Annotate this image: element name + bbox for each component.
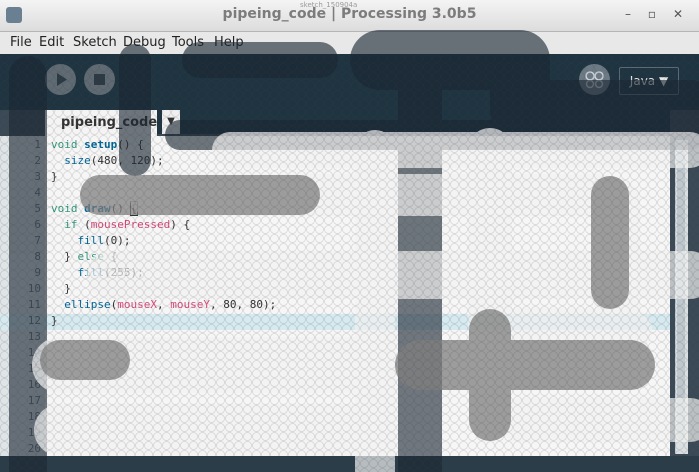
- line-number: 1: [34, 138, 41, 151]
- processing-app-icon: [6, 7, 22, 23]
- line-number: 18: [27, 410, 41, 423]
- code-line-8: } else {: [51, 250, 118, 263]
- code-line-11: ellipse(mouseX, mouseY, 80, 80);: [64, 298, 277, 311]
- line-number: 13: [27, 330, 41, 343]
- current-line-highlight: [0, 314, 670, 330]
- line-number: 15: [27, 362, 41, 375]
- code-editor[interactable]: [45, 136, 670, 456]
- menu-file[interactable]: File: [10, 35, 32, 50]
- title-bar: pipeing_code | Processing 3.0b5 sketch_1…: [0, 0, 699, 32]
- code-line-5: void draw() {: [51, 201, 139, 216]
- line-number: 19: [27, 426, 41, 439]
- line-number: 20: [27, 442, 41, 455]
- maximize-button[interactable]: ▫: [647, 7, 657, 21]
- code-line-1: void setup() {: [51, 138, 144, 151]
- tab-menu-button[interactable]: ▼: [162, 110, 180, 134]
- line-number: 8: [34, 250, 41, 263]
- line-number: 4: [34, 186, 41, 199]
- line-number: 11: [27, 298, 41, 311]
- line-number: 7: [34, 234, 41, 247]
- menu-help[interactable]: Help: [214, 35, 244, 50]
- code-line-9: fill(255);: [77, 266, 144, 279]
- play-icon: [57, 73, 67, 86]
- debugger-button[interactable]: [579, 64, 610, 95]
- menu-bar: File Edit Sketch Debug Tools Help: [0, 32, 699, 54]
- window-title: pipeing_code | Processing 3.0b5: [222, 6, 477, 22]
- line-number: 14: [27, 346, 41, 359]
- close-button[interactable]: ✕: [672, 7, 684, 21]
- stop-icon: [94, 74, 105, 85]
- line-number: 9: [34, 266, 41, 279]
- menu-edit[interactable]: Edit: [39, 35, 65, 50]
- code-line-6: if (mousePressed) {: [64, 218, 191, 231]
- line-number: 5: [34, 202, 41, 215]
- line-number: 2: [34, 154, 41, 167]
- line-number: 6: [34, 218, 41, 231]
- line-number: 3: [34, 170, 41, 183]
- code-line-2: size(480, 120);: [64, 154, 164, 167]
- menu-sketch[interactable]: Sketch: [73, 35, 117, 50]
- butterfly-icon: [585, 71, 604, 89]
- code-line-7: fill(0);: [77, 234, 131, 247]
- tab-pipeing-code[interactable]: pipeing_code: [45, 110, 157, 136]
- scrollbar-thumb[interactable]: [677, 150, 685, 440]
- line-number: 16: [27, 378, 41, 391]
- code-line-10: }: [51, 282, 71, 295]
- minimize-button[interactable]: –: [625, 7, 631, 21]
- menu-tools[interactable]: Tools: [172, 35, 205, 50]
- sketch-window-title: sketch_150904a: [300, 1, 358, 9]
- code-line-3: }: [51, 170, 58, 183]
- menu-debug[interactable]: Debug: [123, 35, 166, 50]
- status-bar: [0, 456, 699, 472]
- mode-selector[interactable]: Java ▼: [619, 67, 679, 95]
- line-number: 17: [27, 394, 41, 407]
- run-button[interactable]: [45, 64, 76, 95]
- line-number: 10: [27, 282, 41, 295]
- line-number-gutter: [0, 136, 45, 456]
- code-line-12: }: [51, 314, 58, 327]
- line-number: 12: [27, 314, 41, 327]
- stop-button[interactable]: [84, 64, 115, 95]
